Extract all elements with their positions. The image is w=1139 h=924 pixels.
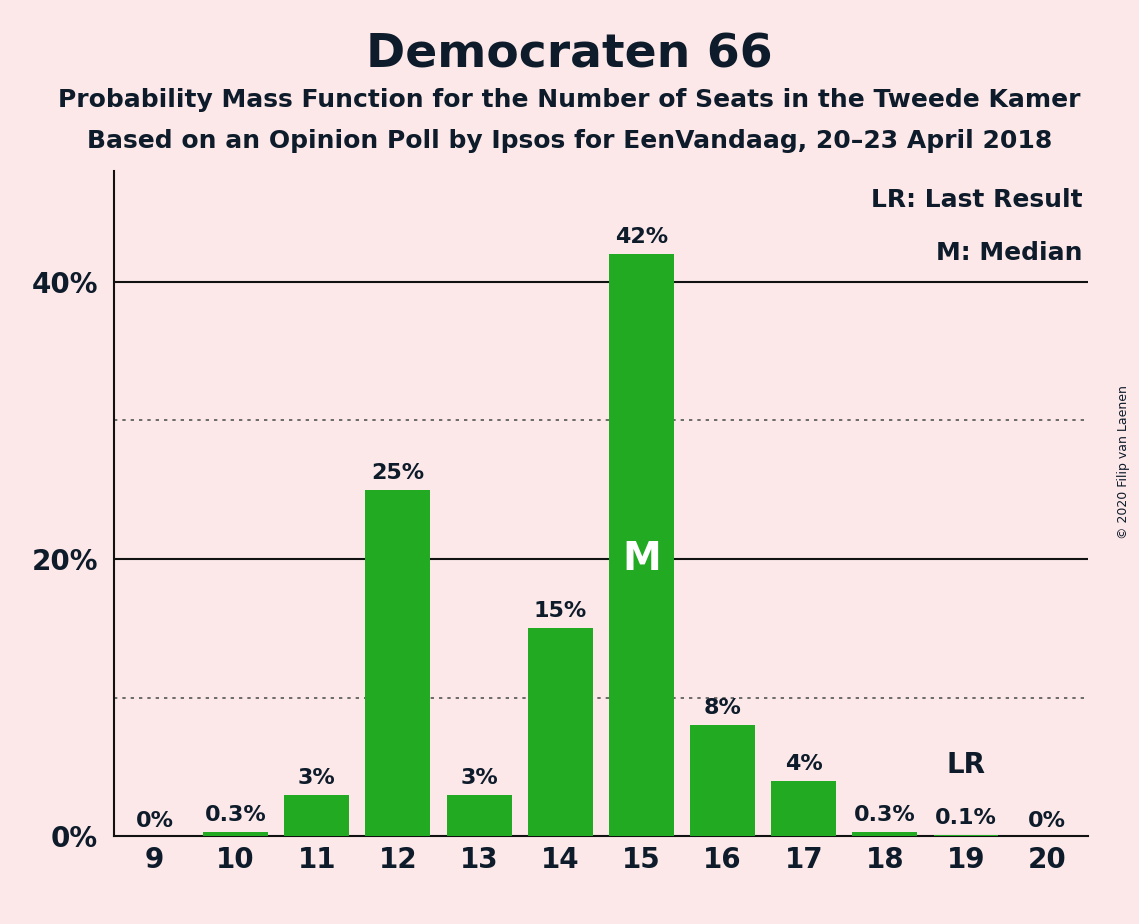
Text: Democraten 66: Democraten 66	[366, 32, 773, 78]
Text: 3%: 3%	[298, 768, 336, 787]
Bar	[934, 835, 999, 836]
Bar	[852, 833, 917, 836]
Text: 0%: 0%	[136, 810, 173, 831]
Bar	[446, 795, 511, 836]
Text: © 2020 Filip van Laenen: © 2020 Filip van Laenen	[1117, 385, 1130, 539]
Bar	[690, 725, 755, 836]
Text: M: M	[622, 540, 661, 578]
Text: M: Median: M: Median	[936, 241, 1083, 265]
Text: 15%: 15%	[533, 602, 587, 622]
Bar	[527, 628, 592, 836]
Text: LR: LR	[947, 751, 985, 780]
Bar	[203, 833, 268, 836]
Bar	[366, 490, 431, 836]
Bar	[285, 795, 350, 836]
Text: 0.3%: 0.3%	[205, 805, 267, 825]
Text: 0.3%: 0.3%	[854, 805, 916, 825]
Bar	[771, 781, 836, 836]
Text: 0.1%: 0.1%	[935, 808, 997, 828]
Text: LR: Last Result: LR: Last Result	[871, 188, 1083, 212]
Text: 25%: 25%	[371, 463, 425, 482]
Text: Based on an Opinion Poll by Ipsos for EenVandaag, 20–23 April 2018: Based on an Opinion Poll by Ipsos for Ee…	[87, 129, 1052, 153]
Text: 8%: 8%	[704, 699, 741, 719]
Text: 42%: 42%	[615, 227, 667, 248]
Bar	[609, 254, 674, 836]
Text: 0%: 0%	[1029, 810, 1066, 831]
Text: 4%: 4%	[785, 754, 822, 774]
Text: Probability Mass Function for the Number of Seats in the Tweede Kamer: Probability Mass Function for the Number…	[58, 88, 1081, 112]
Text: 3%: 3%	[460, 768, 498, 787]
